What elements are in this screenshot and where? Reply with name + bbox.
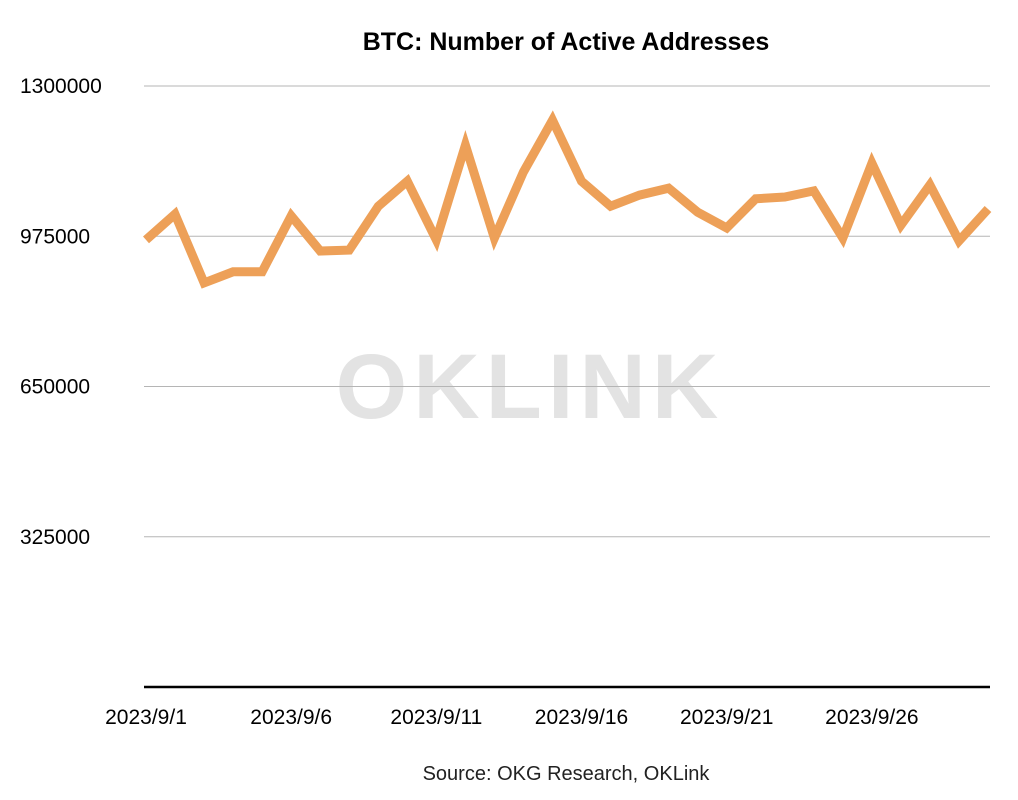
- y-tick-label: 650000: [20, 376, 90, 399]
- x-tick-label: 2023/9/1: [105, 706, 187, 729]
- x-tick-label: 2023/9/16: [535, 706, 628, 729]
- y-tick-label: 325000: [20, 526, 90, 549]
- x-tick-label: 2023/9/26: [825, 706, 918, 729]
- series-line: [143, 110, 992, 289]
- x-tick-label: 2023/9/6: [250, 706, 332, 729]
- x-tick-label: 2023/9/21: [680, 706, 773, 729]
- x-tick-label: 2023/9/11: [390, 706, 482, 729]
- y-tick-label: 975000: [20, 225, 90, 248]
- source-note: Source: OKG Research, OKLink: [423, 763, 711, 785]
- chart-title: BTC: Number of Active Addresses: [363, 28, 770, 56]
- y-tick-label: 1300000: [20, 75, 102, 98]
